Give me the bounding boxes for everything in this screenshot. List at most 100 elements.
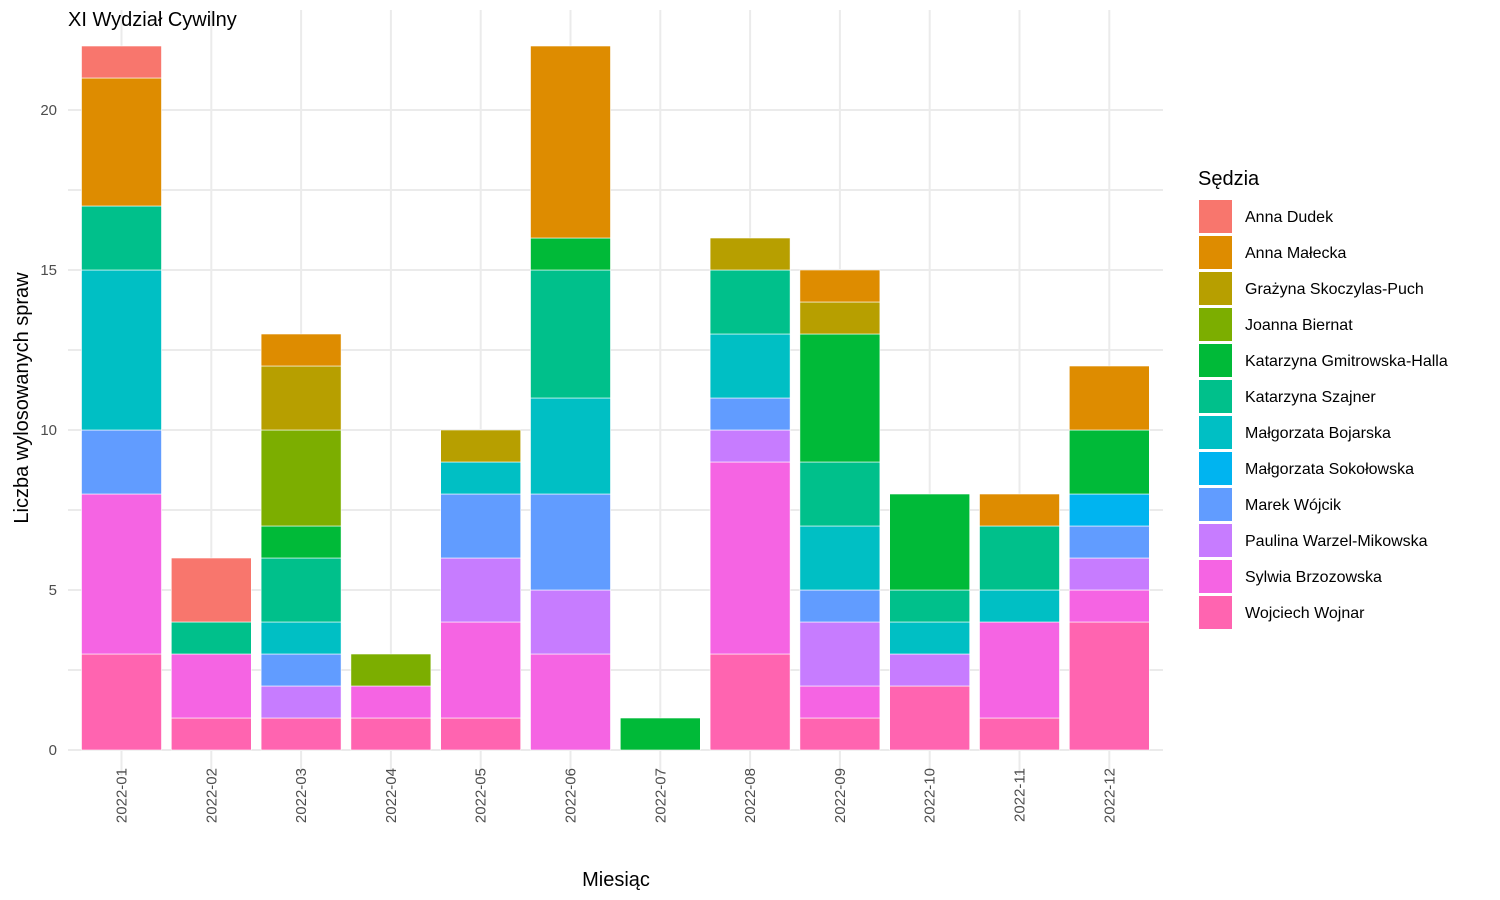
x-axis-title: Miesiąc <box>582 869 650 891</box>
bar-segment-marek-wo-jcik <box>260 653 342 687</box>
bar-segment-wojciech-wojnar <box>81 653 162 751</box>
bar-segment-marek-wo-jcik <box>440 493 522 559</box>
bar-segment-anna-ma-ecka <box>979 493 1060 527</box>
bar-segment-katarzyna-szajner <box>799 461 881 527</box>
bar-segment-paulina-warzel-mikowska <box>530 589 611 655</box>
x-tick-label: 2022-02 <box>203 768 220 823</box>
bar-segment-katarzyna-gmitrowska-halla <box>619 717 701 751</box>
bar-segment-wojciech-wojnar <box>440 717 522 751</box>
bar-segment-paulina-warzel-mikowska <box>1069 557 1150 591</box>
x-tick-label: 2022-11 <box>1012 768 1029 822</box>
bar-segment-anna-ma-ecka <box>260 333 342 367</box>
legend-swatch <box>1199 236 1232 269</box>
y-tick-label: 5 <box>49 582 57 599</box>
bar-segment-wojciech-wojnar <box>1069 621 1150 751</box>
chart-title: XI Wydział Cywilny <box>68 9 237 31</box>
x-axis-ticks: 2022-01 2022-02 2022-03 2022-04 2022-05 2022-… <box>114 768 1119 823</box>
legend-swatch <box>1199 452 1232 485</box>
legend-label: Marek Wójcik <box>1245 497 1342 514</box>
bar-segment-wojciech-wojnar <box>799 717 881 751</box>
legend-label: Anna Małecka <box>1245 245 1346 262</box>
legend-label: Katarzyna Szajner <box>1245 389 1376 406</box>
legend-swatch <box>1199 524 1232 557</box>
legend-swatch <box>1199 380 1232 413</box>
y-axis-title: Liczba wylosowanych spraw <box>11 272 33 524</box>
bar-segment-wojciech-wojnar <box>260 717 342 751</box>
legend-label: Anna Dudek <box>1245 209 1334 226</box>
bar-segment-sylwia-brzozowska <box>81 493 162 655</box>
bar-segment-ma-gorzata-bojarska <box>81 269 162 431</box>
y-tick-label: 0 <box>49 742 57 759</box>
legend-swatch <box>1199 308 1232 341</box>
bar-segment-sylwia-brzozowska <box>440 621 522 719</box>
bar-segment-paulina-warzel-mikowska <box>440 557 522 623</box>
legend-label: Grażyna Skoczylas-Puch <box>1245 281 1424 298</box>
bar-segment-marek-wo-jcik <box>709 397 791 431</box>
x-tick-label: 2022-04 <box>383 768 400 823</box>
bar-segment-ma-gorzata-bojarska <box>709 333 791 399</box>
bar-segment-katarzyna-szajner <box>260 557 342 623</box>
legend-swatch <box>1199 488 1232 521</box>
bar-segment-wojciech-wojnar <box>709 653 791 751</box>
bar-segment-joanna-biernat <box>350 653 432 687</box>
legend-swatch <box>1199 344 1232 377</box>
bar-segment-paulina-warzel-mikowska <box>889 653 971 687</box>
y-tick-label: 15 <box>40 262 57 279</box>
legend: Sędzia Anna Dudek Anna Małecka Grażyna Sko… <box>1198 168 1448 629</box>
bar-segment-katarzyna-szajner <box>889 589 971 623</box>
x-tick-label: 2022-08 <box>742 768 759 823</box>
y-tick-label: 20 <box>40 102 57 119</box>
bar-segment-anna-ma-ecka <box>530 45 611 239</box>
bar-segment-katarzyna-szajner <box>171 621 252 655</box>
bar-segment-sylwia-brzozowska <box>530 653 611 751</box>
bar-segment-katarzyna-szajner <box>530 269 611 399</box>
bar-segment-paulina-warzel-mikowska <box>799 621 881 687</box>
x-tick-label: 2022-03 <box>293 768 310 823</box>
bar-segment-katarzyna-gmitrowska-halla <box>799 333 881 463</box>
x-tick-label: 2022-10 <box>922 768 939 823</box>
legend-swatch <box>1199 272 1232 305</box>
legend-label: Joanna Biernat <box>1245 317 1353 334</box>
bar-segment-katarzyna-szajner <box>979 525 1060 591</box>
bar-segment-wojciech-wojnar <box>171 717 252 751</box>
legend-swatch <box>1199 200 1232 233</box>
x-tick-label: 2022-06 <box>563 768 580 823</box>
bar-segment-marek-wo-jcik <box>1069 525 1150 559</box>
bar-segment-graz-yna-skoczylas-puch <box>260 365 342 431</box>
bar-segment-katarzyna-gmitrowska-halla <box>1069 429 1150 495</box>
bar-segment-katarzyna-gmitrowska-halla <box>889 493 971 591</box>
bar-segment-joanna-biernat <box>260 429 342 527</box>
bar-segment-wojciech-wojnar <box>350 717 432 751</box>
legend-title: Sędzia <box>1198 168 1260 190</box>
legend-label: Paulina Warzel-Mikowska <box>1245 533 1428 550</box>
bar-segment-anna-ma-ecka <box>799 269 881 303</box>
bar-segment-ma-gorzata-bojarska <box>889 621 971 655</box>
x-tick-label: 2022-01 <box>114 768 131 823</box>
x-tick-label: 2022-09 <box>832 768 849 823</box>
bar-segment-graz-yna-skoczylas-puch <box>440 429 522 463</box>
legend-label: Wojciech Wojnar <box>1245 605 1365 622</box>
bar-segment-sylwia-brzozowska <box>709 461 791 655</box>
legend-label: Małgorzata Bojarska <box>1245 425 1391 442</box>
x-tick-label: 2022-12 <box>1101 768 1118 823</box>
legend-swatch <box>1199 560 1232 593</box>
bar-segment-marek-wo-jcik <box>530 493 611 591</box>
bar-segment-ma-gorzata-bojarska <box>799 525 881 591</box>
bars-layer <box>81 45 1150 751</box>
x-tick-label: 2022-05 <box>473 768 490 823</box>
bar-segment-wojciech-wojnar <box>889 685 971 751</box>
bar-segment-ma-gorzata-soko-owska <box>1069 493 1150 527</box>
legend-swatch <box>1199 416 1232 449</box>
bar-segment-ma-gorzata-bojarska <box>260 621 342 655</box>
bar-segment-marek-wo-jcik <box>81 429 162 495</box>
bar-segment-katarzyna-szajner <box>709 269 791 335</box>
bar-segment-graz-yna-skoczylas-puch <box>799 301 881 335</box>
bar-segment-ma-gorzata-bojarska <box>979 589 1060 623</box>
bar-segment-anna-ma-ecka <box>81 77 162 207</box>
y-axis-ticks: 0 5 10 15 20 <box>40 102 57 759</box>
legend-label: Sylwia Brzozowska <box>1245 569 1382 586</box>
legend-label: Katarzyna Gmitrowska-Halla <box>1245 353 1448 370</box>
x-tick-label: 2022-07 <box>652 768 669 823</box>
